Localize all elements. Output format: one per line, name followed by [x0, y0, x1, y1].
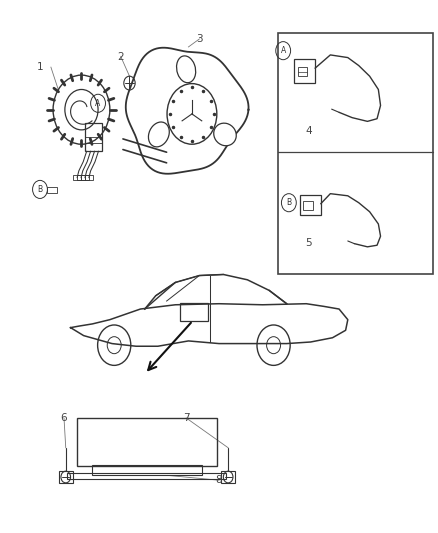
Bar: [300, 195, 321, 215]
Text: 5: 5: [305, 238, 312, 247]
Bar: [278, 33, 433, 274]
Bar: [85, 175, 93, 180]
Bar: [294, 59, 315, 83]
Text: 2: 2: [117, 52, 124, 61]
Bar: [85, 124, 102, 151]
Text: 8: 8: [215, 475, 223, 485]
Text: 6: 6: [61, 413, 67, 423]
Bar: [46, 187, 57, 193]
Bar: [77, 175, 85, 180]
Bar: [77, 418, 217, 466]
Bar: [303, 201, 313, 209]
Text: B: B: [286, 198, 291, 207]
Bar: [92, 465, 201, 475]
Text: B: B: [37, 185, 42, 194]
Ellipse shape: [214, 123, 236, 146]
Ellipse shape: [177, 56, 196, 83]
Bar: [81, 175, 89, 180]
Text: A: A: [95, 99, 101, 108]
Bar: [67, 473, 226, 479]
Text: 3: 3: [196, 34, 203, 44]
Text: 7: 7: [183, 413, 190, 423]
Text: A: A: [281, 46, 286, 55]
Text: 4: 4: [305, 126, 312, 136]
Bar: [73, 175, 81, 180]
Bar: [297, 67, 307, 76]
Ellipse shape: [148, 122, 170, 147]
Bar: [180, 303, 208, 321]
Bar: [59, 471, 73, 483]
Text: 1: 1: [37, 62, 43, 72]
Bar: [221, 471, 235, 483]
